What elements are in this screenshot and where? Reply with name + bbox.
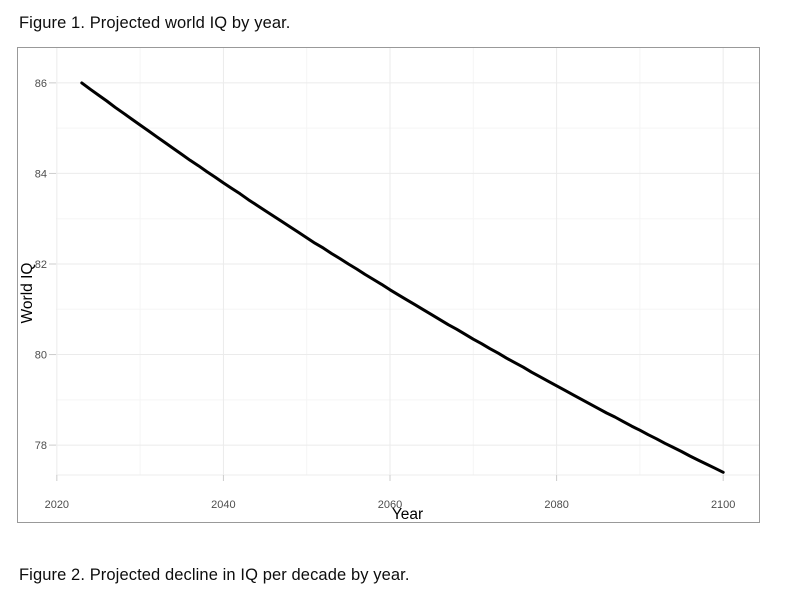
svg-text:2040: 2040 [211, 499, 235, 511]
svg-text:2080: 2080 [544, 499, 568, 511]
svg-text:2060: 2060 [378, 499, 402, 511]
svg-text:82: 82 [35, 259, 47, 271]
iq-line-chart: 86 84 82 80 78 2020 2040 2060 2080 2100 Year World … [19, 48, 759, 522]
svg-text:78: 78 [35, 440, 47, 452]
svg-text:84: 84 [35, 168, 47, 180]
tick-marks [49, 82, 724, 481]
figure1-caption: Figure 1. Projected world IQ by year. [19, 14, 291, 32]
svg-text:2020: 2020 [45, 499, 69, 511]
figure2-caption: Figure 2. Projected decline in IQ per de… [19, 566, 410, 584]
minor-gridlines [56, 48, 759, 475]
y-axis-title: World IQ [19, 263, 36, 324]
x-tick-labels: 2020 2040 2060 2080 2100 [45, 499, 736, 511]
y-tick-labels: 86 84 82 80 78 [35, 78, 47, 452]
svg-text:80: 80 [35, 350, 47, 362]
iq-line-chart-panel: 86 84 82 80 78 2020 2040 2060 2080 2100 Year World … [17, 47, 760, 523]
svg-text:2100: 2100 [711, 499, 735, 511]
x-axis-title: Year [392, 506, 423, 522]
svg-text:86: 86 [35, 78, 47, 90]
iq-curve [80, 81, 725, 474]
major-gridlines [56, 48, 759, 475]
